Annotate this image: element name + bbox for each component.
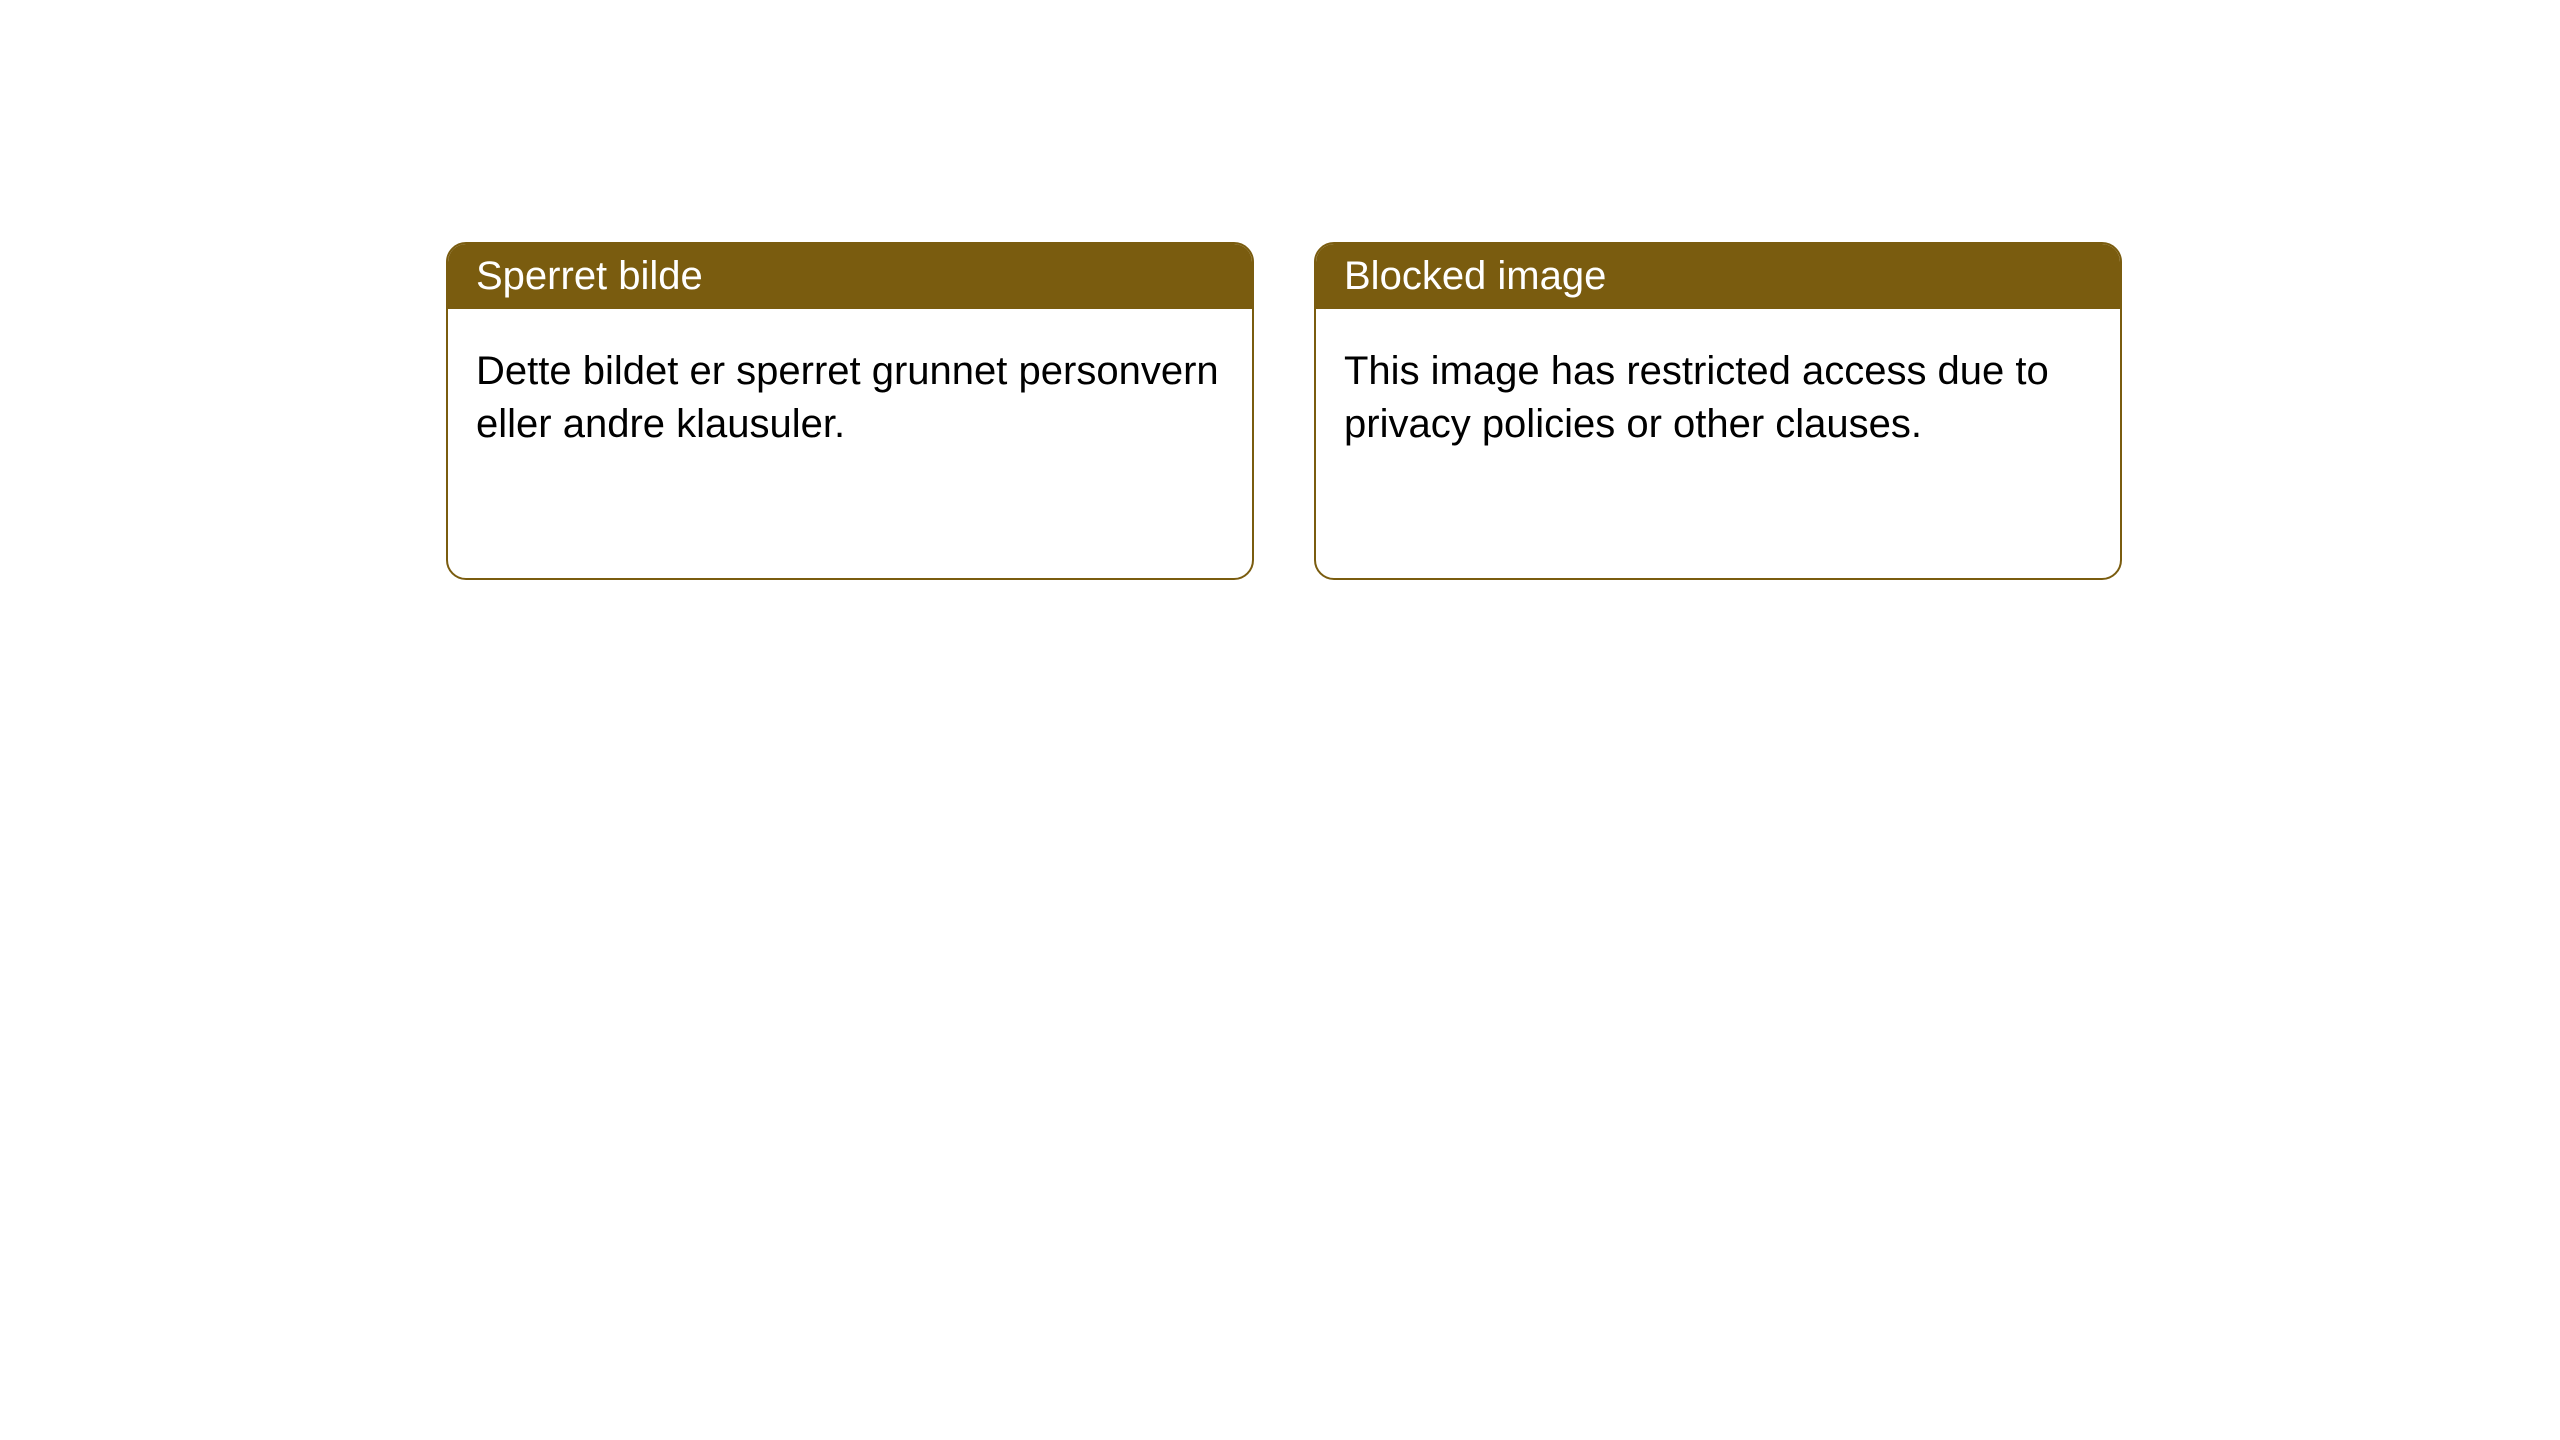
card-header: Blocked image	[1316, 244, 2120, 309]
card-body: Dette bildet er sperret grunnet personve…	[448, 309, 1252, 487]
notice-card-norwegian: Sperret bilde Dette bildet er sperret gr…	[446, 242, 1254, 580]
card-body: This image has restricted access due to …	[1316, 309, 2120, 487]
notice-container: Sperret bilde Dette bildet er sperret gr…	[0, 0, 2560, 580]
card-header: Sperret bilde	[448, 244, 1252, 309]
notice-card-english: Blocked image This image has restricted …	[1314, 242, 2122, 580]
